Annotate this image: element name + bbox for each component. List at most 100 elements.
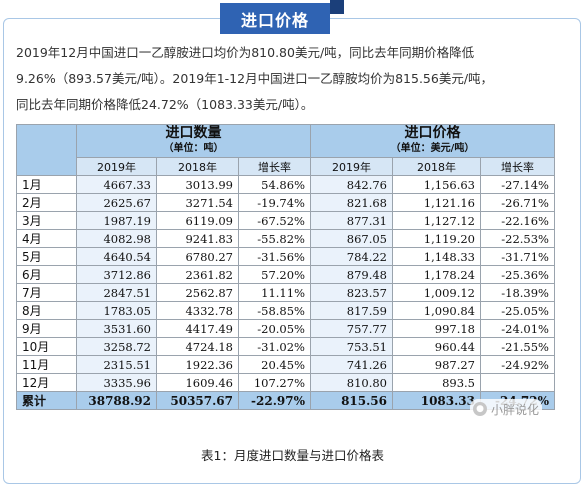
table-row: 4月 4082.98 9241.83 -55.82% 867.05 1,119.20 -22… — [16, 229, 555, 248]
row-label: 2月 — [16, 193, 77, 212]
table-row: 7月 2847.51 2562.87 11.11% 823.57 1,009.12 -18.… — [16, 283, 555, 302]
row-label: 10月 — [16, 337, 77, 356]
table-cell: 2315.51 — [76, 355, 157, 374]
table-cell: 1922.36 — [156, 355, 239, 374]
price-header-title: 进口价格 — [404, 125, 461, 142]
table-cell: 57.20% — [238, 265, 311, 284]
table-row: 3月 1987.19 6119.09 -67.52% 877.31 1,127.12 -22… — [16, 211, 555, 230]
banner-corner-decoration — [330, 0, 344, 14]
table-cell: 107.27% — [238, 373, 311, 392]
table-cell: 4724.18 — [156, 337, 239, 356]
chat-icon: ● — [473, 402, 487, 416]
table-cell: 3712.86 — [76, 265, 157, 284]
row-label: 8月 — [16, 301, 77, 320]
table-cell: 4640.54 — [76, 247, 157, 266]
table-cell: 1,178.24 — [392, 265, 481, 284]
table-cell: 3271.54 — [156, 193, 239, 212]
table-cell: 4082.98 — [76, 229, 157, 248]
price-group-header: 进口价格 （单位：美元/吨） — [310, 124, 555, 158]
intro-paragraph: 2019年12月中国进口一乙醇胺进口均价为810.80美元/吨，同比去年同期价格… — [16, 40, 572, 118]
table-cell: 2625.67 — [76, 193, 157, 212]
table-cell: 784.22 — [310, 247, 393, 266]
table-body: 1月 4667.33 3013.99 54.86% 842.76 1,156.63 -27.… — [16, 175, 555, 410]
table-cell: 2562.87 — [156, 283, 239, 302]
column-header: 增长率 — [238, 157, 311, 176]
table-cell: 1783.05 — [76, 301, 157, 320]
table-cell: 4417.49 — [156, 319, 239, 338]
table-cell: -22.97% — [238, 391, 311, 410]
table-cell: 4667.33 — [76, 175, 157, 194]
table-cell: -19.74% — [238, 193, 311, 212]
table-cell: -31.02% — [238, 337, 311, 356]
table-cell: 1987.19 — [76, 211, 157, 230]
table-cell: 2361.82 — [156, 265, 239, 284]
column-header: 2019年 — [310, 157, 393, 176]
table-cell: 987.27 — [392, 355, 481, 374]
watermark: ● 小胖说化 — [470, 399, 543, 419]
watermark-text: 小胖说化 — [491, 402, 540, 417]
table-cell: -20.05% — [238, 319, 311, 338]
table-cell: 1609.46 — [156, 373, 239, 392]
table-cell: 879.48 — [310, 265, 393, 284]
table-cell: -22.16% — [480, 211, 555, 230]
table-cell: -67.52% — [238, 211, 311, 230]
column-header: 增长率 — [480, 157, 555, 176]
table-cell: 960.44 — [392, 337, 481, 356]
table-cell: 6119.09 — [156, 211, 239, 230]
intro-line-3: 同比去年同期价格降低24.72%（1083.33美元/吨）。 — [16, 97, 314, 112]
table-cell: -55.82% — [238, 229, 311, 248]
table-row: 6月 3712.86 2361.82 57.20% 879.48 1,178.24 -25.… — [16, 265, 555, 284]
table-cell: 6780.27 — [156, 247, 239, 266]
row-label: 6月 — [16, 265, 77, 284]
table-cell: 50357.67 — [156, 391, 239, 410]
table-cell: -24.92% — [480, 355, 555, 374]
table-row: 10月 3258.72 4724.18 -31.02% 753.51 960.44 -21.… — [16, 337, 555, 356]
table-cell: -58.85% — [238, 301, 311, 320]
table-row: 12月 3335.96 1609.46 107.27% 810.80 893.5 — [16, 373, 555, 392]
intro-line-1: 2019年12月中国进口一乙醇胺进口均价为810.80美元/吨，同比去年同期价格… — [16, 45, 475, 60]
table-row: 11月 2315.51 1922.36 20.45% 741.26 987.27 -24.9… — [16, 355, 555, 374]
table-cell — [480, 373, 555, 392]
table-cell: 1,156.63 — [392, 175, 481, 194]
table-cell: 810.80 — [310, 373, 393, 392]
quantity-header-title: 进口数量 — [165, 125, 222, 142]
table-cell: -27.14% — [480, 175, 555, 194]
table-cell: 757.77 — [310, 319, 393, 338]
table-cell: -25.05% — [480, 301, 555, 320]
quantity-group-header: 进口数量 （单位：吨） — [76, 124, 311, 158]
table-cell: 893.5 — [392, 373, 481, 392]
table-cell: 1083.33 — [392, 391, 481, 410]
table-cell: 2847.51 — [76, 283, 157, 302]
table-cell: 9241.83 — [156, 229, 239, 248]
section-banner: 进口价格 — [220, 3, 330, 34]
row-label: 7月 — [16, 283, 77, 302]
table-cell: -24.01% — [480, 319, 555, 338]
table-cell: -18.39% — [480, 283, 555, 302]
table-cell: 877.31 — [310, 211, 393, 230]
table-caption: 表1：月度进口数量与进口价格表 — [201, 448, 384, 463]
table-cell: -26.71% — [480, 193, 555, 212]
column-header: 2018年 — [392, 157, 481, 176]
quantity-header-unit: （单位：吨） — [163, 143, 224, 154]
table-cell: -31.71% — [480, 247, 555, 266]
table-cell: 3531.60 — [76, 319, 157, 338]
row-label: 11月 — [16, 355, 77, 374]
row-label: 9月 — [16, 319, 77, 338]
table-cell: 1,148.33 — [392, 247, 481, 266]
table-row: 1月 4667.33 3013.99 54.86% 842.76 1,156.63 -27.… — [16, 175, 555, 194]
table-cell: 815.56 — [310, 391, 393, 410]
table-cell: 3335.96 — [76, 373, 157, 392]
table-cell: 1,119.20 — [392, 229, 481, 248]
table-cell: 1,127.12 — [392, 211, 481, 230]
row-label: 5月 — [16, 247, 77, 266]
table-cell: 3258.72 — [76, 337, 157, 356]
price-header-unit: （单位：美元/吨） — [390, 143, 475, 154]
table-row: 9月 3531.60 4417.49 -20.05% 757.77 997.18 -24.0… — [16, 319, 555, 338]
table-cell: 11.11% — [238, 283, 311, 302]
table-cell: 842.76 — [310, 175, 393, 194]
column-header: 2019年 — [76, 157, 157, 176]
table-cell: 823.57 — [310, 283, 393, 302]
table-row: 2月 2625.67 3271.54 -19.74% 821.68 1,121.16 -26… — [16, 193, 555, 212]
table-cell: 38788.92 — [76, 391, 157, 410]
table-cell: -25.36% — [480, 265, 555, 284]
